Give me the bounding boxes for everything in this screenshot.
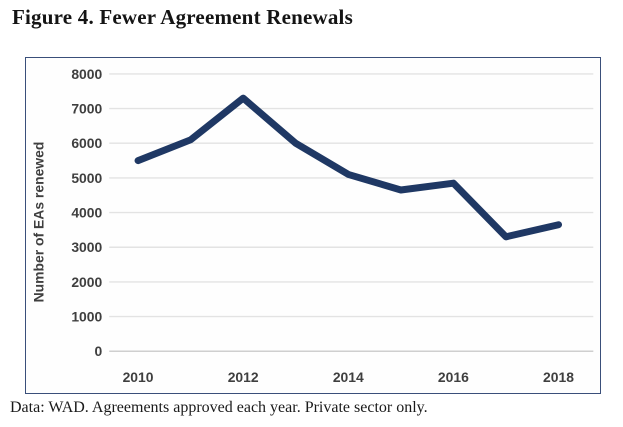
x-tick-label: 2018 (543, 369, 574, 385)
y-tick-label: 7000 (71, 101, 102, 117)
chart-frame: 0 1000 2000 3000 4000 5000 6000 7000 8000 2010 201… (25, 57, 601, 394)
y-tick-label: 5000 (71, 170, 102, 186)
y-tick-label: 6000 (71, 135, 102, 151)
x-tick-label: 2010 (123, 369, 154, 385)
y-tick-label: 2000 (71, 274, 102, 290)
y-tick-label: 0 (95, 343, 103, 359)
figure-title: Figure 4. Fewer Agreement Renewals (12, 5, 353, 29)
y-tick-label: 1000 (71, 309, 102, 325)
y-tick-label: 3000 (71, 239, 102, 255)
y-axis-title: Number of EAs renewed (31, 142, 47, 303)
y-tick-label: 8000 (71, 66, 102, 82)
line-chart: 0 1000 2000 3000 4000 5000 6000 7000 8000 2010 201… (31, 66, 594, 385)
y-tick-label: 4000 (71, 205, 102, 221)
data-line (134, 94, 563, 241)
x-tick-label: 2014 (333, 369, 364, 385)
x-tick-label: 2016 (438, 369, 469, 385)
figure-caption: Data: WAD. Agreements approved each year… (10, 399, 428, 416)
x-tick-label: 2012 (228, 369, 259, 385)
